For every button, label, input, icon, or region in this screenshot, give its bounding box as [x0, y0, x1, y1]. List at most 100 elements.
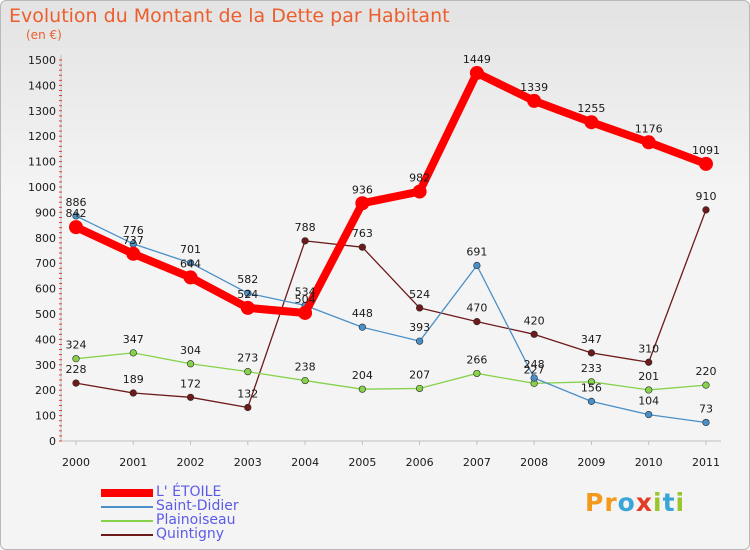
data-label: 763	[352, 227, 373, 240]
data-label: 248	[524, 358, 545, 371]
legend-item-plainoiseau: Plainoiseau	[101, 512, 341, 528]
data-label: 172	[180, 377, 201, 390]
series-line	[75, 209, 707, 409]
data-point	[469, 65, 484, 80]
data-label: 189	[123, 373, 144, 386]
data-point	[301, 237, 309, 245]
legend: L' ÉTOILE Saint-Didier Plainoiseau Quint…	[101, 484, 341, 542]
x-tick-label: 2004	[291, 456, 319, 469]
data-point	[473, 369, 481, 378]
data-label: 347	[581, 333, 602, 346]
data-label: 910	[695, 190, 716, 203]
legend-label-saint-didier: Saint-Didier	[156, 498, 239, 514]
data-label: 842	[66, 207, 87, 220]
legend-label-quintigny: Quintigny	[156, 526, 225, 542]
x-tick-label: 2002	[177, 456, 205, 469]
data-point	[530, 374, 538, 382]
y-tick-label: 500	[35, 308, 56, 321]
y-tick-label: 0	[49, 435, 56, 448]
data-point	[645, 358, 653, 366]
data-label: 582	[237, 273, 258, 286]
y-tick-label: 1400	[28, 79, 56, 92]
data-label: 504	[295, 293, 316, 306]
data-point	[126, 246, 141, 261]
data-point	[473, 261, 481, 270]
data-point	[240, 300, 255, 315]
data-point	[702, 206, 710, 214]
data-point	[412, 184, 427, 199]
data-point	[587, 378, 596, 386]
data-label: 982	[409, 172, 430, 185]
data-point	[186, 259, 195, 267]
legend-item-quintigny: Quintigny	[101, 526, 341, 542]
data-point	[702, 418, 710, 427]
data-point	[183, 270, 198, 285]
y-tick-label: 400	[35, 333, 56, 346]
x-tick-label: 2007	[463, 456, 491, 469]
y-tick-label: 200	[35, 384, 56, 397]
logo-letter: P	[585, 488, 605, 517]
data-label: 228	[66, 363, 87, 376]
legend-item-saint-didier: Saint-Didier	[101, 498, 341, 514]
y-tick-label: 700	[35, 257, 56, 270]
data-label: 788	[295, 221, 316, 234]
data-point	[473, 318, 481, 326]
y-tick-label: 1100	[28, 156, 56, 169]
data-point	[358, 243, 366, 251]
data-point	[186, 360, 195, 368]
data-point	[587, 349, 596, 357]
legend-label-etoile: L' ÉTOILE	[156, 484, 222, 500]
x-tick-label: 2008	[520, 456, 548, 469]
data-label: 324	[66, 339, 87, 352]
logo-letter: r	[604, 488, 618, 517]
x-tick-label: 2010	[635, 456, 663, 469]
data-label: 201	[638, 370, 659, 383]
data-label: 936	[352, 183, 373, 196]
data-label: 204	[352, 369, 373, 382]
logo-letter: t	[662, 488, 676, 517]
logo-letter: x	[635, 488, 653, 517]
data-point	[72, 212, 80, 220]
data-label: 420	[524, 314, 545, 327]
y-tick-label: 800	[35, 232, 56, 245]
data-point	[129, 389, 137, 397]
data-label: 156	[581, 381, 602, 394]
legend-swatch-quintigny	[101, 534, 153, 536]
data-label: 347	[123, 333, 144, 346]
data-point	[358, 323, 366, 331]
data-point	[702, 381, 710, 389]
y-tick-label: 1500	[28, 54, 56, 67]
data-point	[244, 403, 252, 412]
data-point	[358, 385, 366, 393]
y-tick-label: 1000	[28, 181, 56, 194]
data-label: 524	[237, 288, 258, 301]
logo-letter: i	[653, 488, 663, 517]
y-tick-label: 600	[35, 283, 56, 296]
x-tick-label: 2003	[234, 456, 262, 469]
data-label: 73	[699, 402, 713, 415]
data-point	[244, 289, 252, 297]
data-point	[530, 330, 538, 338]
data-label: 776	[123, 224, 144, 237]
y-tick-label: 900	[35, 206, 56, 219]
data-label: 233	[581, 362, 602, 375]
legend-label-plainoiseau: Plainoiseau	[156, 512, 236, 528]
data-label: 227	[524, 363, 545, 376]
data-label: 304	[180, 344, 201, 357]
data-point	[355, 196, 370, 211]
data-point	[69, 220, 83, 235]
data-point	[645, 386, 653, 394]
data-point	[298, 305, 313, 320]
data-label: 534	[295, 285, 316, 298]
data-point	[584, 115, 599, 130]
data-label: 886	[66, 196, 87, 209]
data-label: 273	[237, 352, 258, 365]
y-tick-label: 300	[35, 359, 56, 372]
data-label: 132	[237, 387, 258, 400]
data-label: 524	[409, 288, 430, 301]
y-tick-label: 1200	[28, 130, 56, 143]
y-tick-label: 1300	[28, 105, 56, 118]
x-tick-label: 2000	[62, 456, 90, 469]
